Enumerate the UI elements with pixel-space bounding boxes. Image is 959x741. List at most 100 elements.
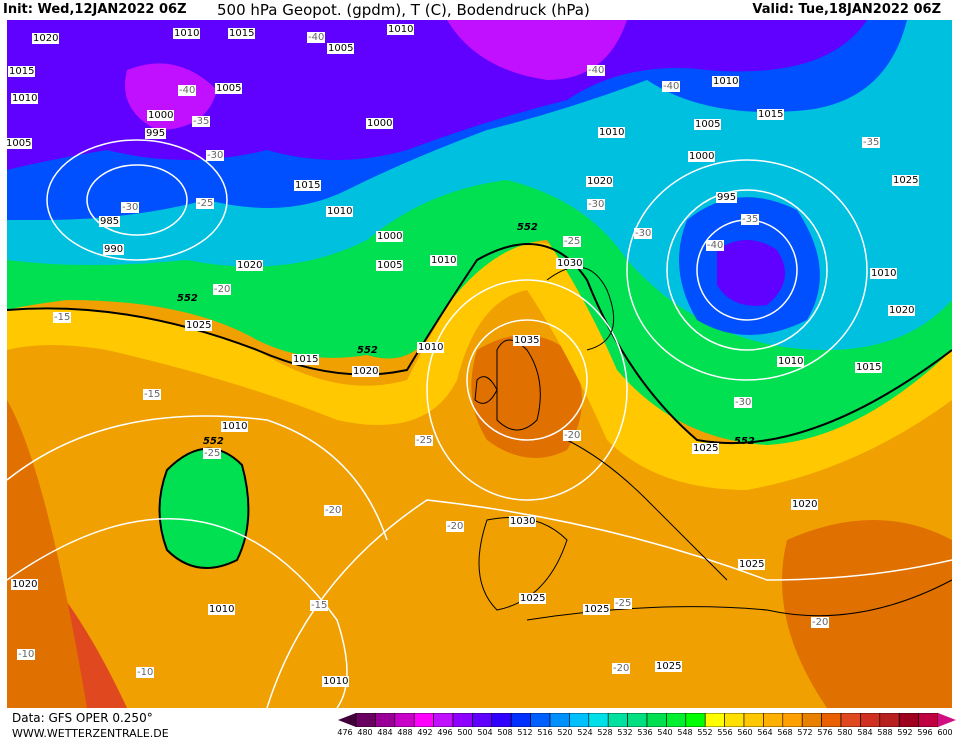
temperature-label: -35 [741,214,760,225]
isobar-label: 1025 [185,320,213,331]
isobar-label: 1010 [430,255,458,266]
isobar-label: 1005 [215,83,243,94]
isobar-label: 1025 [892,175,920,186]
temperature-label: -10 [17,649,36,660]
temperature-label: -15 [143,389,162,400]
isobar-label: 1020 [236,260,264,271]
contour-552-label: 552 [357,345,378,356]
init-time: Init: Wed,12JAN2022 06Z [3,2,187,17]
legend-swatch [724,713,745,727]
isobar-label: 1010 [417,342,445,353]
legend-tick-label: 580 [837,728,853,737]
low-purple [717,240,785,306]
isobar-label: 1030 [509,516,537,527]
contour-552-label: 552 [177,293,198,304]
isobar-label: 1015 [8,66,36,77]
isobar-label: 1020 [586,176,614,187]
legend-swatch [433,713,454,727]
legend-tick-label: 492 [417,728,433,737]
isobar-label: 1010 [208,604,236,615]
temperature-label: -25 [563,236,582,247]
legend-ticks: 476 480 484 488 492 496 500 504 508 512 516 520 524 5… [337,728,952,740]
isobar-label: 1015 [292,354,320,365]
temperature-label: -30 [121,202,140,213]
legend-swatch [646,713,667,727]
legend-tick-label: 488 [397,728,413,737]
temperature-label: -25 [203,448,222,459]
contour-552-label: 552 [203,436,224,447]
isobar-label: 1010 [11,93,39,104]
isobar-label: 1010 [173,28,201,39]
legend-tick-label: 552 [697,728,713,737]
isobar-label: 1010 [326,206,354,217]
temperature-label: -40 [662,81,681,92]
temperature-label: -15 [53,312,72,323]
legend-swatch [685,713,706,727]
green-blob [158,447,250,569]
legend-tick-label: 524 [577,728,593,737]
website: WWW.WETTERZENTRALE.DE [12,727,169,740]
isobar-label: 1025 [738,559,766,570]
temperature-label: -20 [324,505,343,516]
isobar-label: 1020 [352,366,380,377]
legend-swatch [782,713,803,727]
legend-swatch [879,713,900,727]
legend-swatch [588,713,609,727]
isobar-label: 1025 [519,593,547,604]
isobar-label: 1020 [32,33,60,44]
legend-arrow-high [938,713,956,727]
isobar-label: 1000 [147,110,175,121]
contour-552-label: 552 [734,436,755,447]
temperature-label: -30 [734,397,753,408]
isobar-label: 1030 [556,258,584,269]
legend-swatch [840,713,861,727]
isobar-label: 1015 [294,180,322,191]
isobar-label: 1015 [757,109,785,120]
isobars [7,139,952,708]
legend-swatch [549,713,570,727]
isobar-label: 1015 [855,362,883,373]
legend-tick-label: 568 [777,728,793,737]
legend-tick-label: 592 [897,728,913,737]
legend-tick-label: 516 [537,728,553,737]
legend-swatch [530,713,551,727]
isobar-label: 1005 [327,43,355,54]
isobar-label: 1010 [598,127,626,138]
legend-tick-label: 556 [717,728,733,737]
isobar-label: 1000 [376,231,404,242]
legend-tick-label: 584 [857,728,873,737]
isobar-label: 1035 [513,335,541,346]
legend-tick-label: 600 [937,728,953,737]
isobar-label: 1010 [322,676,350,687]
isobar-label: 1010 [712,76,740,87]
legend-swatch [704,713,725,727]
legend-tick-label: 512 [517,728,533,737]
legend-swatch [472,713,493,727]
legend-tick-label: 500 [457,728,473,737]
temperature-label: -15 [310,600,329,611]
legend-tick-label: 508 [497,728,513,737]
isobar-label: 1005 [376,260,404,271]
legend-swatch [666,713,687,727]
legend-swatch [627,713,648,727]
map-canvas [7,20,952,708]
magenta-region [125,20,627,130]
map-title: 500 hPa Geopot. (gpdm), T (C), Bodendruc… [217,1,590,19]
legend-tick-label: 520 [557,728,573,737]
isobar-label: 1005 [5,138,33,149]
isobar-label: 1010 [777,356,805,367]
legend-swatch [375,713,396,727]
legend-swatch [452,713,473,727]
isobar-label: 995 [145,128,167,139]
contour-552 [7,243,952,445]
legend-swatch [394,713,415,727]
legend-swatch [607,713,628,727]
isobar-label: 1005 [694,119,722,130]
legend-tick-label: 480 [357,728,373,737]
legend-tick-label: 476 [337,728,353,737]
temperature-label: -20 [811,617,830,628]
temperature-label: -40 [587,65,606,76]
isobar-label: 995 [716,192,738,203]
legend-tick-label: 496 [437,728,453,737]
